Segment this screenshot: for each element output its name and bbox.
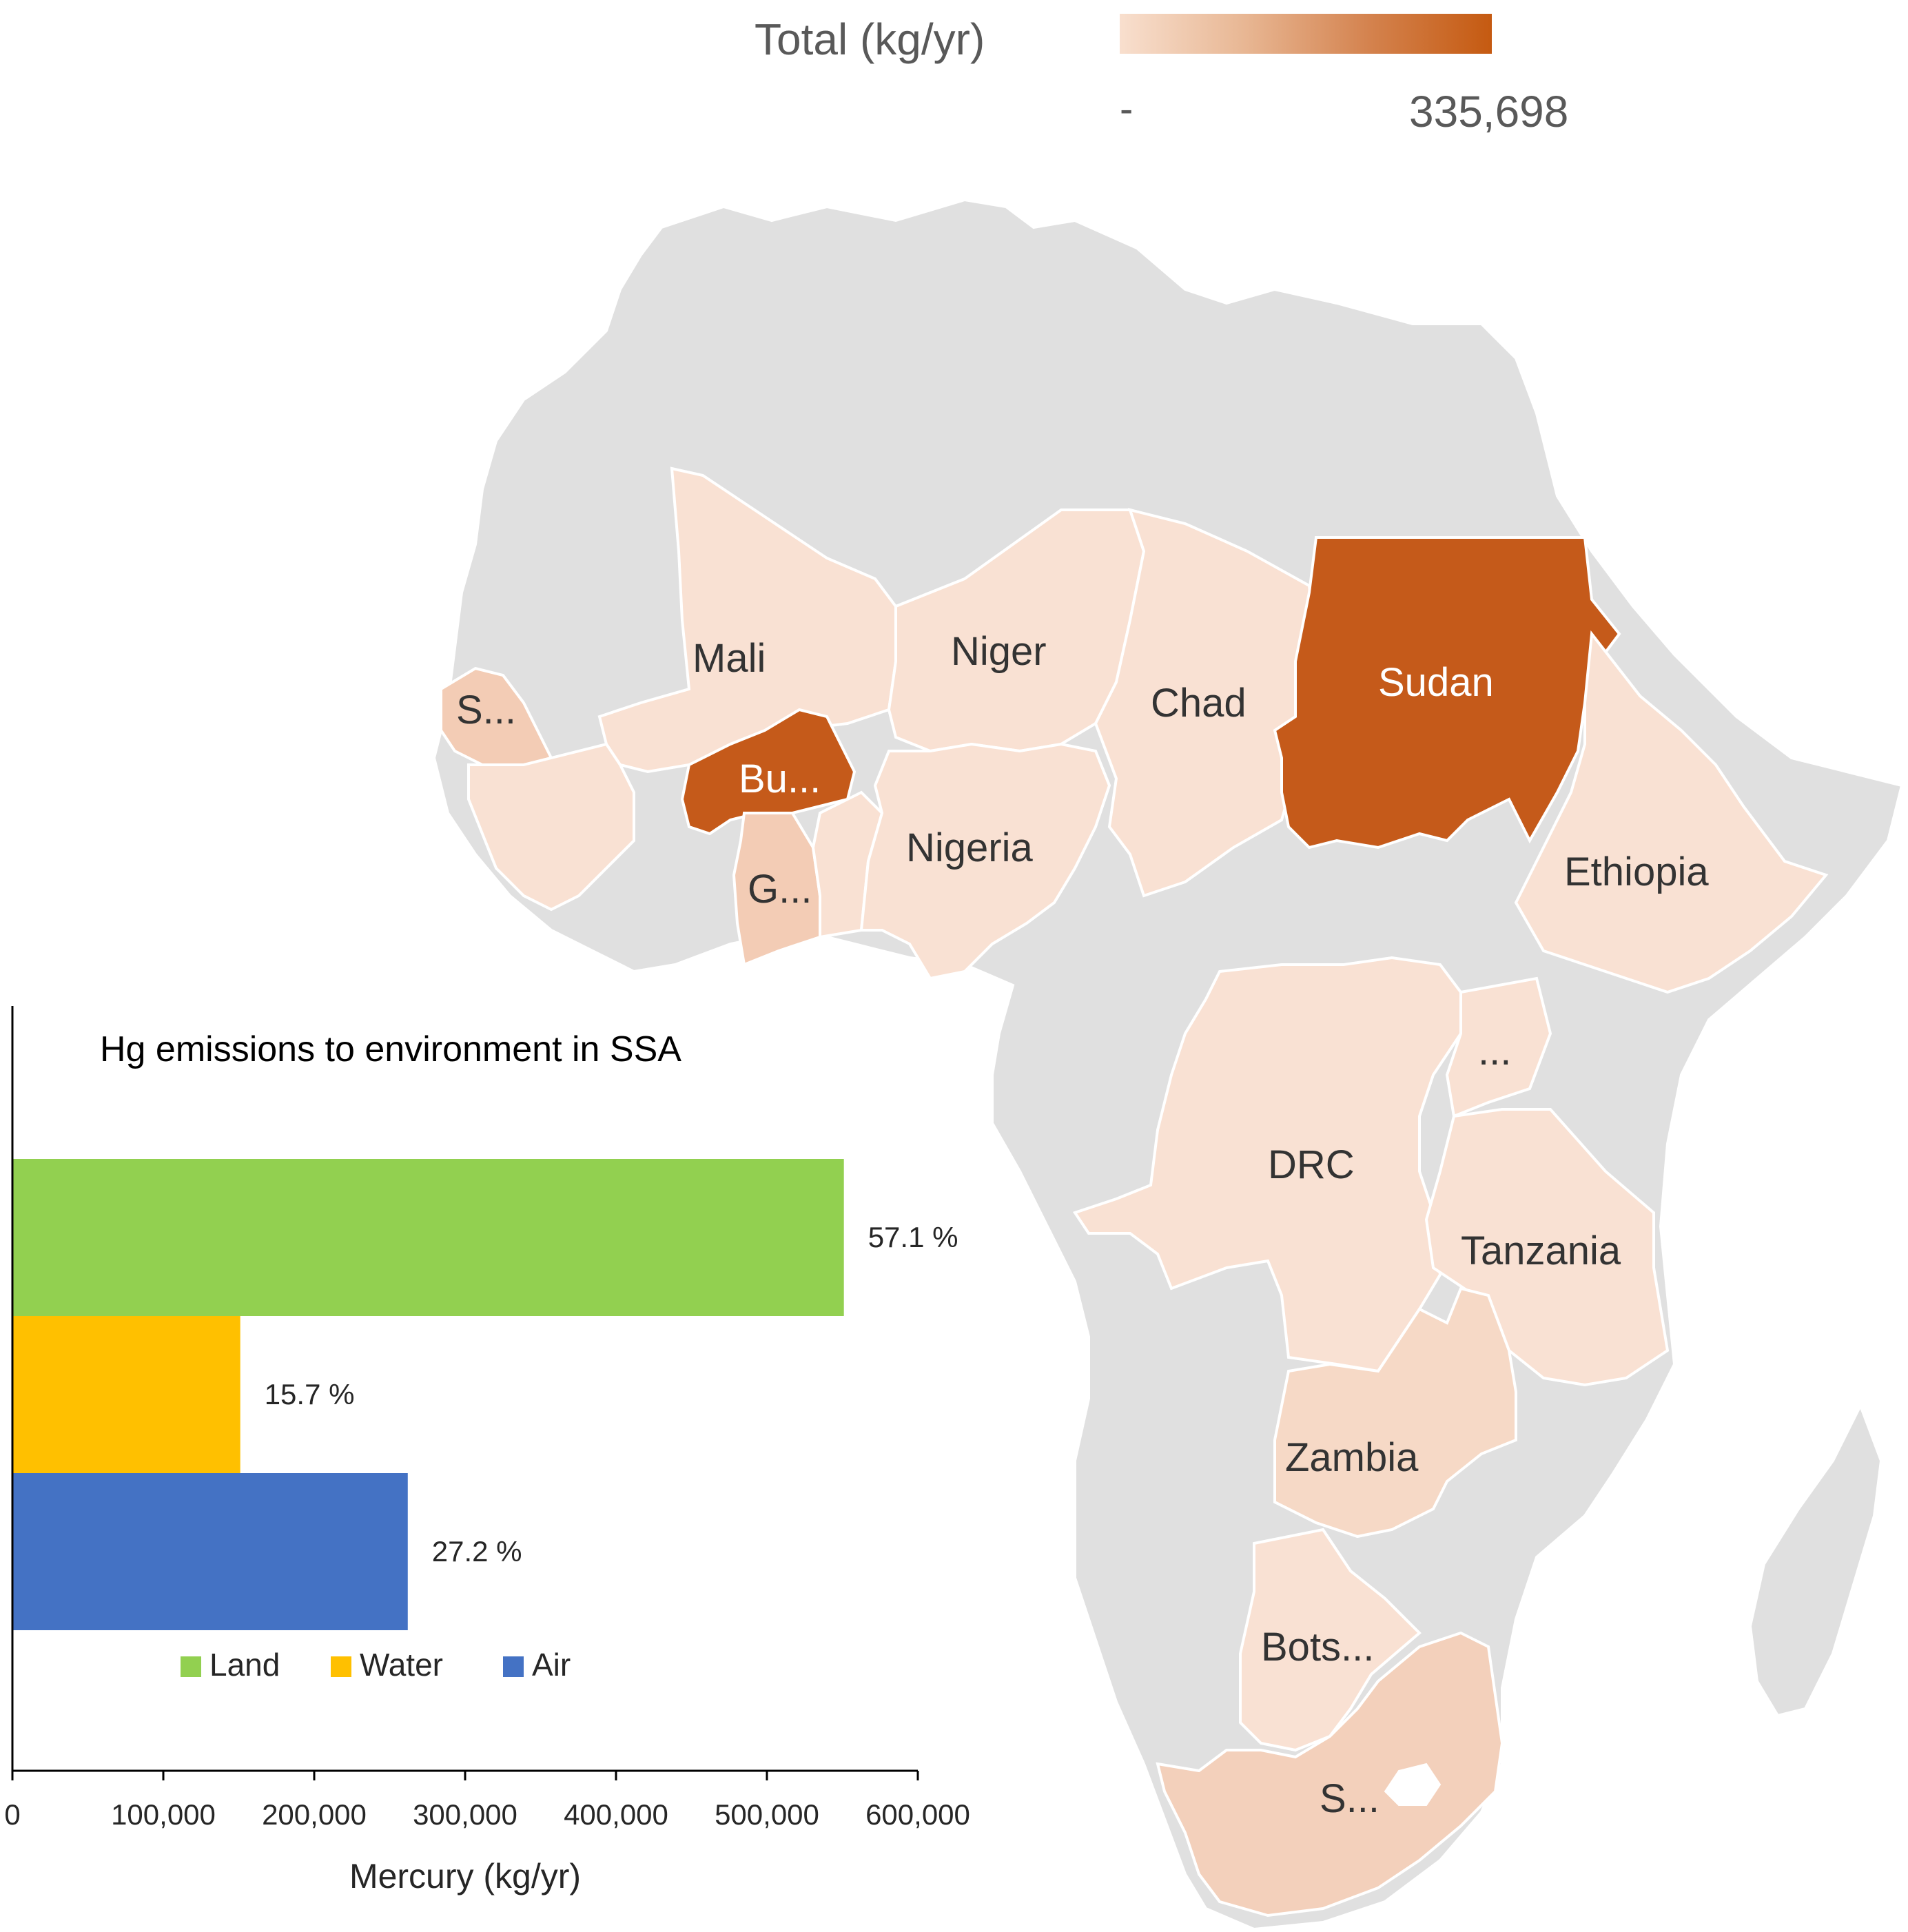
- label-tanzania: Tanzania: [1461, 1229, 1621, 1273]
- label-chad: Chad: [1151, 681, 1247, 726]
- legend-label-land: Land: [209, 1647, 280, 1683]
- bar-label-land: 57.1 %: [868, 1221, 958, 1253]
- label-ghana: G...: [748, 867, 812, 912]
- madagascar: [1748, 1402, 1883, 1718]
- x-tick-label: 200,000: [262, 1798, 367, 1831]
- legend-max-label: 335,698: [1409, 87, 1569, 136]
- label-ethiopia: Ethiopia: [1564, 850, 1709, 894]
- bars-group: [12, 1159, 844, 1630]
- x-tick-label: 100,000: [111, 1798, 216, 1831]
- bar-label-water: 15.7 %: [265, 1378, 355, 1410]
- country-tanzania: [1424, 1108, 1670, 1387]
- legend-swatch-air: [503, 1656, 524, 1677]
- label-zambia: Zambia: [1285, 1435, 1419, 1480]
- label-burkina: Bu...: [739, 757, 821, 801]
- lesotho: [1384, 1763, 1442, 1806]
- chart-title: Hg emissions to environment in SSA: [100, 1029, 681, 1069]
- bar-value-labels: 57.1 % 15.7 % 27.2 %: [265, 1221, 958, 1568]
- legend-swatch-land: [181, 1656, 201, 1677]
- bar-land: [12, 1159, 844, 1316]
- country-sudan: [1273, 536, 1621, 850]
- legend-gradient-bar: [1120, 14, 1492, 54]
- bar-air: [12, 1473, 408, 1630]
- label-niger: Niger: [951, 629, 1047, 674]
- label-sudan: Sudan: [1378, 660, 1494, 705]
- country-zambia: [1273, 1286, 1517, 1539]
- country-south-africa: [1156, 1631, 1504, 1918]
- country-nigeria: [859, 742, 1111, 980]
- country-botswana: [1239, 1528, 1422, 1752]
- x-axis-ticks: 0 100,000 200,000 300,000 400,000 500,000 600,…: [4, 1771, 970, 1831]
- x-tick-label: 600,000: [865, 1798, 970, 1831]
- country-ethiopia: [1514, 630, 1829, 994]
- x-tick-label: 400,000: [564, 1798, 668, 1831]
- chart-legend: Land Water Air: [181, 1647, 571, 1683]
- x-axis-title: Mercury (kg/yr): [349, 1857, 581, 1895]
- bar-label-air: 27.2 %: [432, 1535, 522, 1568]
- legend-label-air: Air: [532, 1647, 571, 1683]
- bar-water: [12, 1316, 240, 1473]
- legend-min-label: -: [1120, 87, 1133, 132]
- country-ghana: [732, 812, 821, 967]
- label-uganda: ...: [1478, 1029, 1511, 1073]
- label-south-africa: S...: [1320, 1776, 1379, 1821]
- label-drc: DRC: [1268, 1142, 1355, 1187]
- label-senegal: S...: [456, 688, 516, 732]
- country-uganda: [1445, 976, 1552, 1118]
- x-tick-label: 0: [4, 1798, 20, 1831]
- label-botswana: Bots...: [1261, 1625, 1374, 1669]
- x-tick-label: 500,000: [715, 1798, 819, 1831]
- hg-emissions-bar-chart: Hg emissions to environment in SSA 57.1 …: [4, 1006, 970, 1895]
- country-burkina-faso: [680, 708, 856, 836]
- country-guinea-sierra-leone: [467, 742, 635, 912]
- label-mali: Mali: [693, 636, 766, 681]
- legend-title: Total (kg/yr): [755, 14, 985, 64]
- label-nigeria: Nigeria: [906, 825, 1033, 870]
- legend-swatch-water: [331, 1656, 351, 1677]
- x-tick-label: 300,000: [413, 1798, 517, 1831]
- legend-label-water: Water: [360, 1647, 443, 1683]
